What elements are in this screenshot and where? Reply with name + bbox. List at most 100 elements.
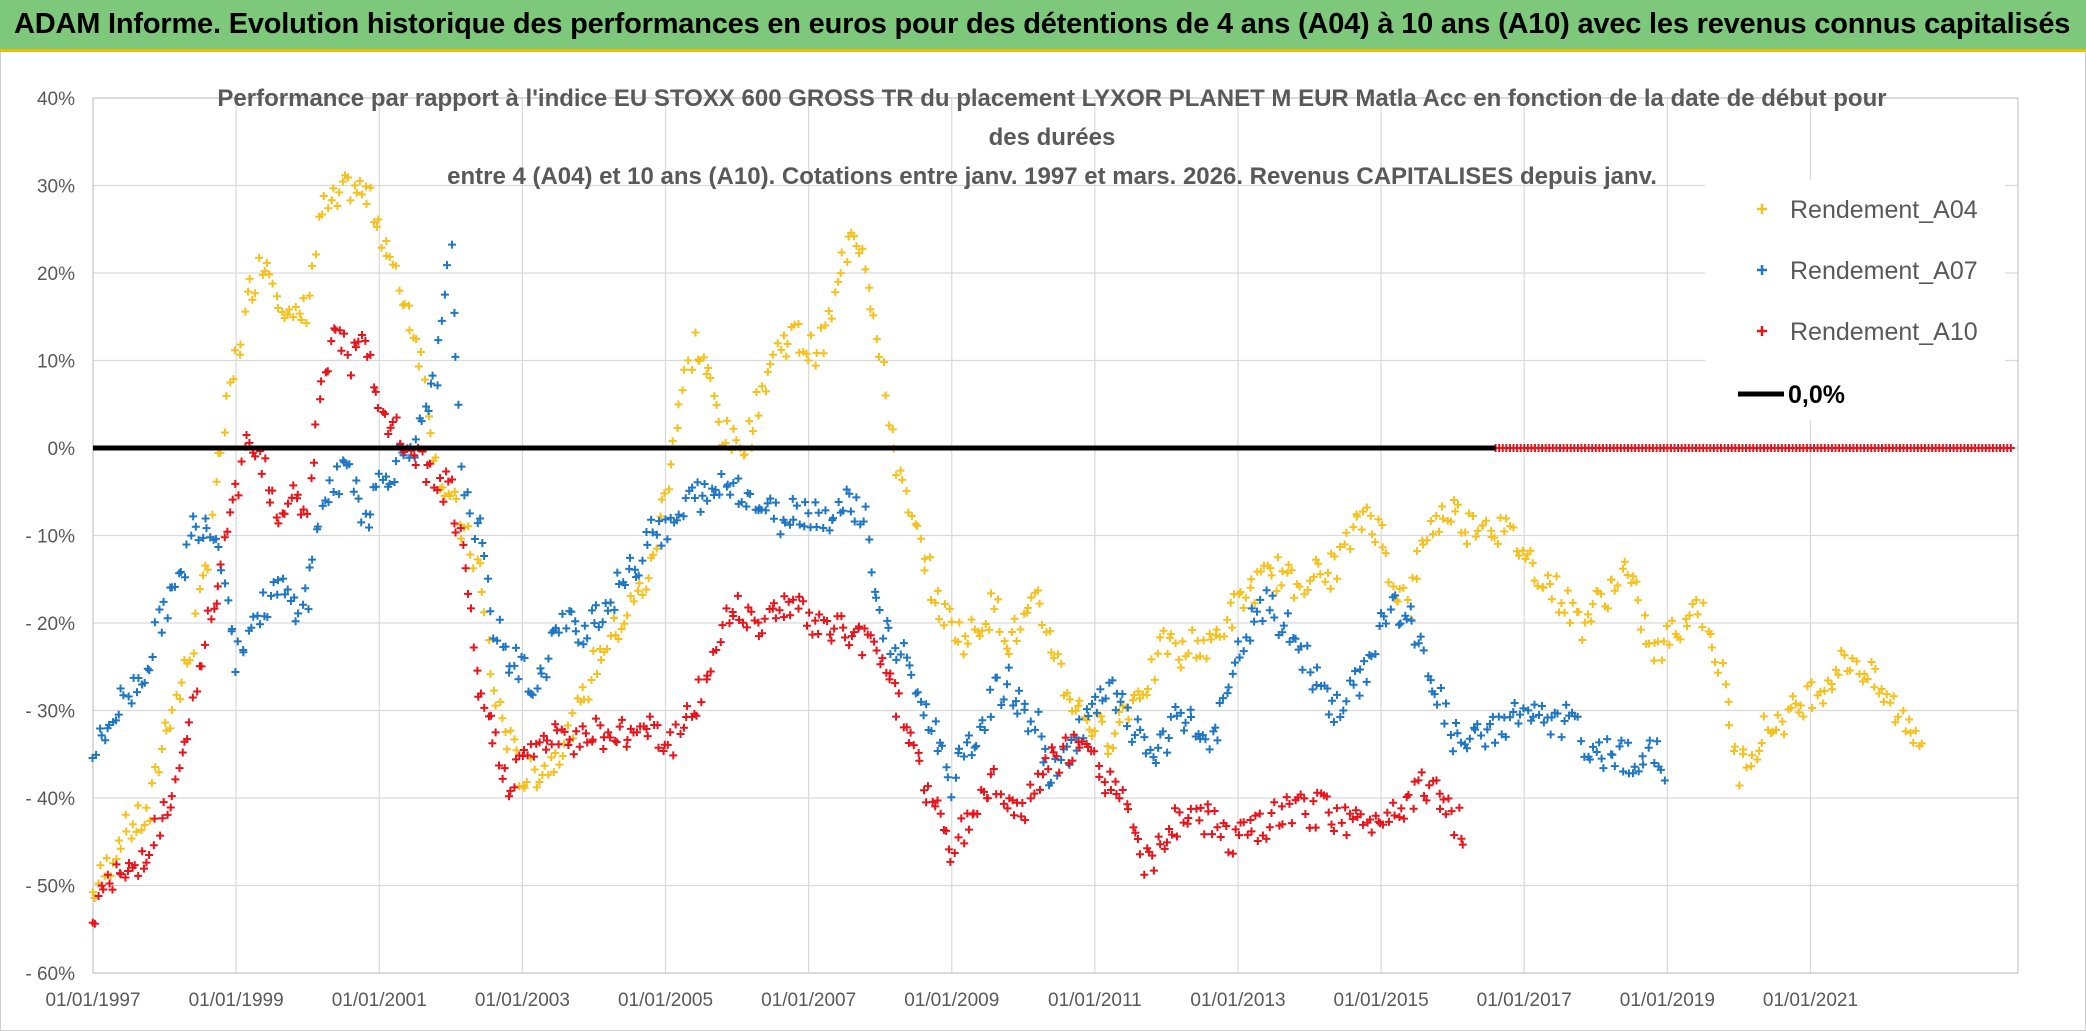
data-point-a07 <box>181 573 190 582</box>
data-point-a07 <box>942 763 951 772</box>
data-point-a04 <box>1057 659 1066 668</box>
data-point-a10 <box>105 879 114 888</box>
x-tick-label: 01/01/2011 <box>1048 990 1142 1011</box>
data-point-a07 <box>189 512 198 521</box>
data-point-a04 <box>412 335 421 344</box>
data-point-a07 <box>1057 756 1066 765</box>
data-point-a07 <box>1457 738 1466 747</box>
data-point-a10 <box>459 540 468 549</box>
data-point-a07 <box>852 493 861 502</box>
data-point-a04 <box>1858 677 1867 686</box>
data-point-a04 <box>289 313 298 322</box>
data-point-a07 <box>1092 708 1101 717</box>
data-point-a10 <box>134 871 143 880</box>
data-point-a07 <box>919 711 928 720</box>
data-point-a04 <box>1071 706 1080 715</box>
data-point-a04 <box>147 779 156 788</box>
data-point-a07 <box>1349 680 1358 689</box>
data-point-a10 <box>1278 820 1287 829</box>
data-point-a04 <box>291 302 300 311</box>
data-point-a10 <box>837 612 846 621</box>
data-point-a04 <box>1636 625 1645 634</box>
data-point-a04 <box>506 726 515 735</box>
data-point-a07 <box>1336 712 1345 721</box>
data-point-a04 <box>1075 696 1084 705</box>
data-point-a04 <box>855 249 864 258</box>
data-point-a04 <box>1272 586 1281 595</box>
data-point-a10 <box>220 533 229 542</box>
data-point-a07 <box>558 609 567 618</box>
data-point-a07 <box>1463 744 1471 753</box>
data-point-a04 <box>568 709 577 718</box>
data-point-a04 <box>195 585 204 594</box>
data-point-a10 <box>1367 828 1376 837</box>
data-point-a10 <box>327 337 336 346</box>
data-point-a04 <box>1578 635 1587 644</box>
y-tick-label: 0% <box>48 439 76 460</box>
data-point-a07 <box>613 568 622 577</box>
data-point-a07 <box>501 642 510 651</box>
data-point-a10 <box>1041 754 1050 763</box>
data-point-a04 <box>1478 521 1487 530</box>
data-point-a10 <box>1224 848 1233 857</box>
data-point-a07 <box>354 494 363 503</box>
data-point-a10 <box>178 748 187 757</box>
data-point-a10 <box>1124 805 1133 814</box>
data-point-a10 <box>1356 810 1365 819</box>
data-point-a04 <box>1321 577 1330 586</box>
data-point-a04 <box>614 634 623 643</box>
y-tick-label: 40% <box>37 89 75 110</box>
data-point-a04 <box>610 613 619 622</box>
gridlines <box>92 97 2019 974</box>
data-point-a10 <box>121 873 130 882</box>
data-point-a10 <box>1417 768 1426 777</box>
data-point-a04 <box>668 436 677 445</box>
data-point-a04 <box>464 522 473 531</box>
data-point-a10 <box>596 721 605 730</box>
data-point-a10 <box>872 646 881 655</box>
data-point-a04 <box>1860 670 1869 679</box>
data-point-a04 <box>185 656 194 665</box>
data-point-a07 <box>1514 719 1523 728</box>
data-point-a10 <box>697 698 706 707</box>
y-tick-labels: 40% 30% 20% 10% 0% - 10% - 20% - 30% - 40% - 50% -… <box>25 89 75 985</box>
data-point-a10 <box>1439 795 1448 804</box>
data-point-a10 <box>1228 849 1237 858</box>
data-point-a04 <box>1142 691 1151 700</box>
legend-background <box>1705 180 2005 420</box>
data-point-a04 <box>374 215 383 224</box>
data-point-a10 <box>823 617 832 626</box>
data-point-a04 <box>416 348 425 357</box>
data-point-a07 <box>1323 684 1332 693</box>
data-point-a10 <box>1160 844 1169 853</box>
data-point-a04 <box>819 349 828 358</box>
data-point-a10 <box>768 604 777 613</box>
data-point-a10 <box>366 350 375 359</box>
data-point-a04 <box>477 588 486 597</box>
data-point-a07 <box>249 612 258 621</box>
data-point-a10 <box>944 845 953 854</box>
data-point-a04 <box>836 269 845 278</box>
data-point-a04 <box>1706 630 1715 639</box>
data-point-a04 <box>978 626 987 635</box>
data-point-a07 <box>1158 727 1167 736</box>
data-point-a07 <box>1265 606 1274 615</box>
data-point-a04 <box>1698 623 1707 632</box>
data-point-a04 <box>203 565 212 574</box>
data-point-a07 <box>1362 677 1371 686</box>
data-point-a04 <box>975 632 984 641</box>
data-point-a10 <box>159 798 168 807</box>
data-point-a04 <box>691 328 700 337</box>
data-point-a04 <box>154 768 163 777</box>
data-point-a10 <box>486 711 495 720</box>
data-point-a10 <box>1432 776 1441 785</box>
data-point-a10 <box>683 702 692 711</box>
data-point-a04 <box>1641 611 1650 620</box>
data-point-a04 <box>927 595 936 604</box>
data-point-a10 <box>1397 804 1406 813</box>
data-point-a07 <box>1219 694 1228 703</box>
data-point-a04 <box>1877 684 1886 693</box>
data-point-a10 <box>845 641 854 650</box>
data-point-a07 <box>325 476 334 485</box>
y-tick-label: 20% <box>37 264 75 285</box>
